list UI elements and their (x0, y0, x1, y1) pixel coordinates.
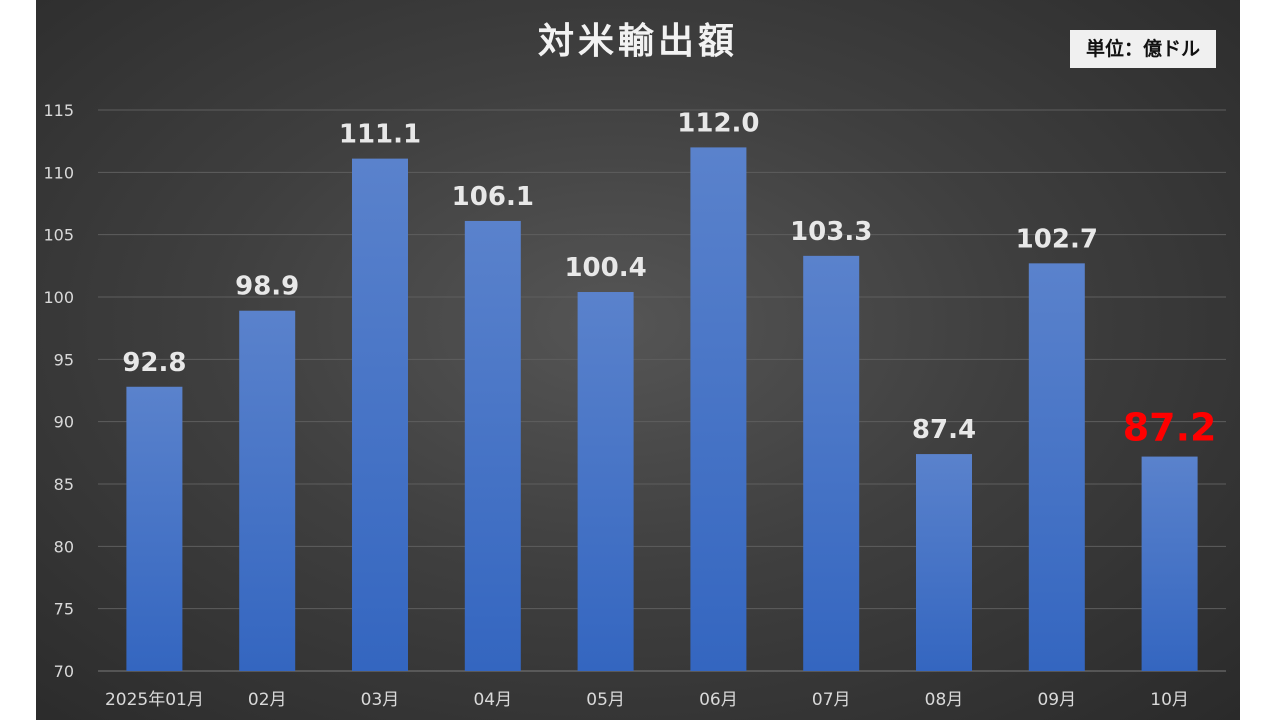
y-tick-label: 95 (54, 350, 74, 369)
data-label: 106.1 (452, 182, 534, 212)
y-tick-label: 115 (43, 101, 74, 120)
y-tick-label: 75 (54, 600, 74, 619)
x-tick-label: 05月 (586, 690, 625, 710)
y-axis-ticks: 70 75 80 85 90 95 100 105 110 115 (43, 101, 74, 681)
chart-title: 対米輸出額 (537, 21, 738, 62)
bar (239, 310, 296, 671)
data-labels: 92.8 98.9 111.1 106.1 100.4 112.0 103.3 87.4 102… (122, 108, 1216, 449)
y-tick-label: 70 (54, 662, 74, 681)
y-tick-label: 105 (43, 226, 74, 245)
bar (352, 158, 408, 671)
bar (803, 255, 860, 672)
data-label: 87.4 (912, 415, 976, 445)
x-tick-label: 07月 (812, 690, 851, 710)
bar (916, 454, 972, 671)
bar (464, 220, 521, 671)
x-tick-label: 09月 (1037, 690, 1076, 710)
data-label: 102.7 (1016, 224, 1098, 254)
bar (126, 386, 183, 671)
x-tick-label: 06月 (699, 690, 738, 710)
data-label: 111.1 (339, 120, 421, 150)
x-tick-label: 2025年01月 (105, 690, 204, 710)
unit-label: 単位：億ドル (1070, 30, 1216, 68)
bars (126, 147, 1198, 672)
data-label: 100.4 (564, 253, 646, 283)
y-tick-label: 90 (54, 413, 74, 432)
data-label-highlight: 87.2 (1123, 406, 1217, 450)
x-tick-label: 10月 (1150, 690, 1189, 710)
bar-chart: 92.8 98.9 111.1 106.1 100.4 112.0 103.3 87.4 102… (43, 101, 1226, 710)
x-tick-label: 04月 (473, 690, 512, 710)
bar (577, 292, 634, 671)
chart-slide: 対米輸出額 単位：億ドル 92.8 98.9 111.1 106.1 100.4 112.… (36, 0, 1240, 720)
bar (1028, 263, 1085, 671)
x-tick-label: 03月 (361, 690, 400, 710)
y-tick-label: 80 (54, 537, 74, 556)
data-label: 103.3 (790, 217, 872, 247)
bar (690, 147, 747, 671)
bar (1141, 456, 1198, 671)
x-axis-ticks: 2025年01月 02月 03月 04月 05月 06月 07月 08月 09月 10月 (105, 690, 1189, 710)
data-label: 98.9 (235, 272, 299, 302)
y-tick-label: 100 (43, 288, 74, 307)
data-label: 92.8 (122, 348, 186, 378)
data-label: 112.0 (677, 108, 759, 138)
y-tick-label: 85 (54, 475, 74, 494)
x-tick-label: 02月 (248, 690, 287, 710)
y-tick-label: 110 (43, 163, 74, 182)
x-tick-label: 08月 (925, 690, 964, 710)
